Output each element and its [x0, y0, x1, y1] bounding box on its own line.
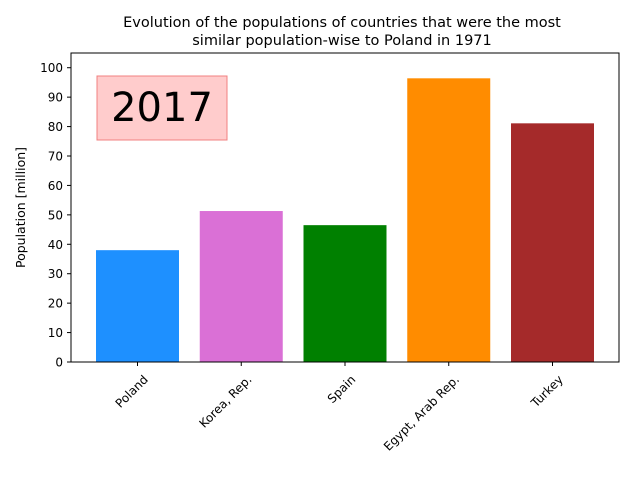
bar-0	[96, 250, 179, 362]
y-tick-label-2: 20	[48, 297, 63, 311]
year-annotation-label: 2017	[111, 85, 213, 131]
y-tick-label-7: 70	[48, 150, 63, 164]
y-axis-label: Population [million]	[13, 147, 28, 268]
bar-2	[303, 225, 387, 362]
chart-title-line-2: similar population-wise to Poland in 197…	[192, 33, 492, 49]
y-tick-label-5: 50	[48, 208, 63, 222]
y-tick-label-10: 100	[40, 61, 63, 75]
y-tick-label-9: 90	[48, 91, 63, 105]
y-tick-label-4: 40	[48, 238, 63, 252]
x-tick-label-1: Korea, Rep.	[196, 372, 254, 430]
y-tick-label-8: 80	[48, 120, 63, 134]
x-tick-label-0: Poland	[113, 372, 151, 410]
bars-group	[96, 78, 594, 362]
x-tick-label-4: Turkey	[528, 372, 566, 410]
y-tick-label-3: 30	[48, 267, 63, 281]
chart-title-line-1: Evolution of the populations of countrie…	[123, 15, 561, 31]
bar-1	[199, 211, 283, 362]
x-tick-label-2: Spain	[325, 372, 359, 406]
y-tick-label-0: 0	[55, 356, 63, 370]
bar-4	[511, 123, 594, 362]
y-axis: 0 10 20 30 40 50 60 70 80 90 100	[40, 61, 71, 370]
bar-3	[407, 78, 491, 362]
x-axis: Poland Korea, Rep. Spain Egypt, Arab Rep. Tu…	[113, 362, 566, 454]
y-tick-label-6: 60	[48, 179, 63, 193]
x-tick-label-3: Egypt, Arab Rep.	[381, 372, 462, 453]
y-tick-label-1: 10	[48, 326, 63, 340]
year-annotation-box	[96, 75, 228, 141]
